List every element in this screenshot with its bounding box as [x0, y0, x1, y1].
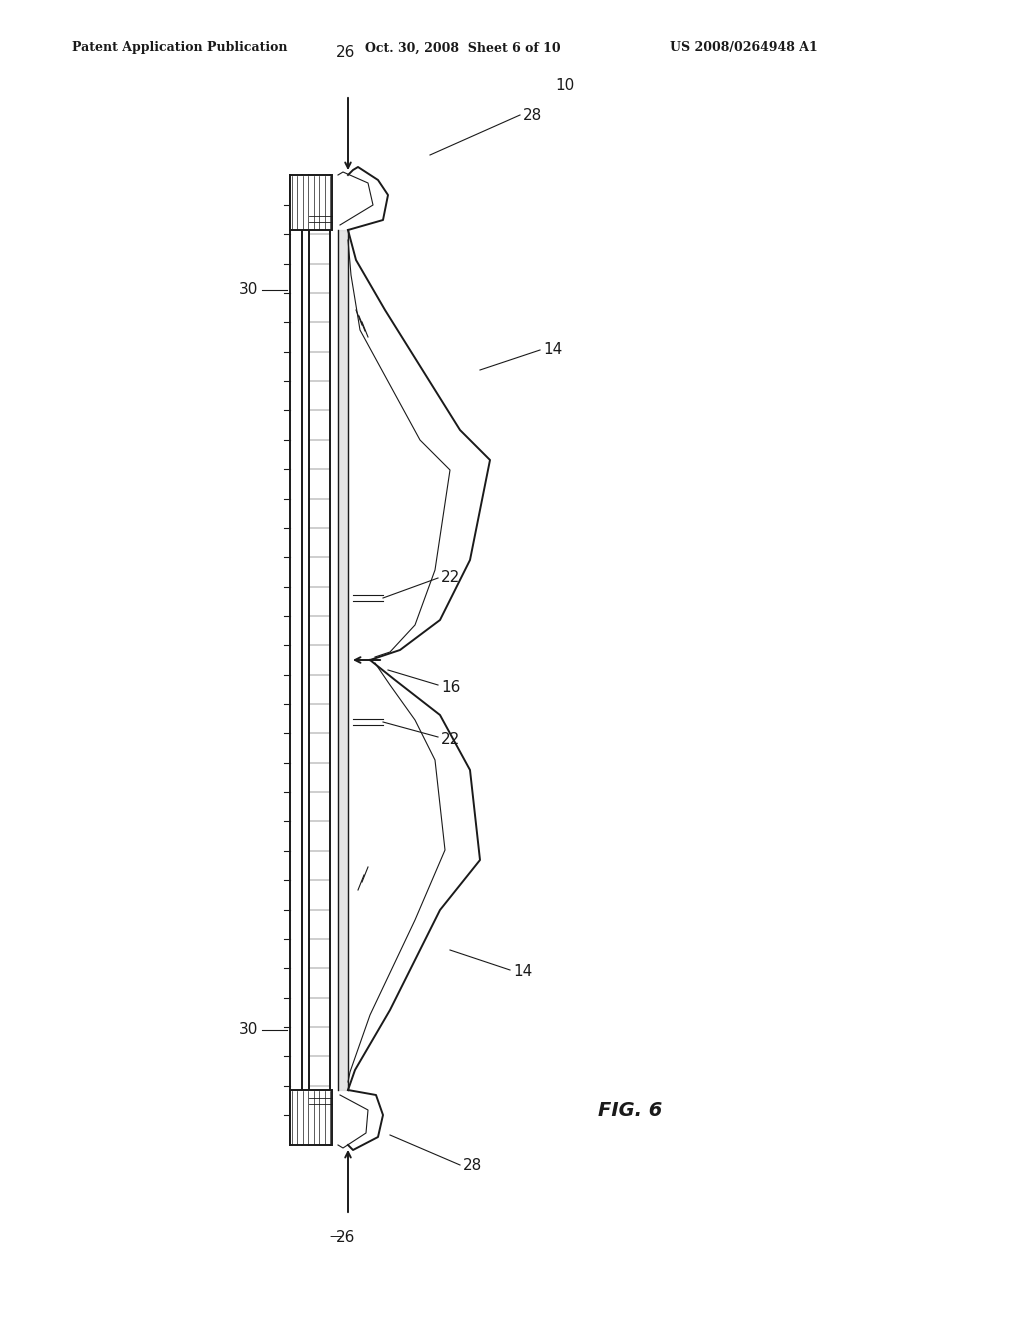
- Text: 22: 22: [441, 570, 460, 586]
- Text: 30: 30: [239, 282, 258, 297]
- Text: 26: 26: [336, 1230, 355, 1245]
- Bar: [290, 1090, 332, 1144]
- Text: Oct. 30, 2008  Sheet 6 of 10: Oct. 30, 2008 Sheet 6 of 10: [365, 41, 560, 54]
- Text: Patent Application Publication: Patent Application Publication: [72, 41, 288, 54]
- Text: 16: 16: [441, 681, 461, 696]
- Text: 22: 22: [441, 733, 460, 747]
- Text: 14: 14: [543, 342, 562, 358]
- Text: 28: 28: [523, 107, 543, 123]
- Bar: [290, 176, 332, 230]
- Text: 26: 26: [336, 45, 355, 59]
- Text: 14: 14: [513, 965, 532, 979]
- Text: FIG. 6: FIG. 6: [598, 1101, 663, 1119]
- Text: 28: 28: [463, 1158, 482, 1172]
- Text: 10: 10: [555, 78, 574, 92]
- Text: 30: 30: [239, 1023, 258, 1038]
- Text: —: —: [330, 1230, 342, 1243]
- Text: US 2008/0264948 A1: US 2008/0264948 A1: [670, 41, 818, 54]
